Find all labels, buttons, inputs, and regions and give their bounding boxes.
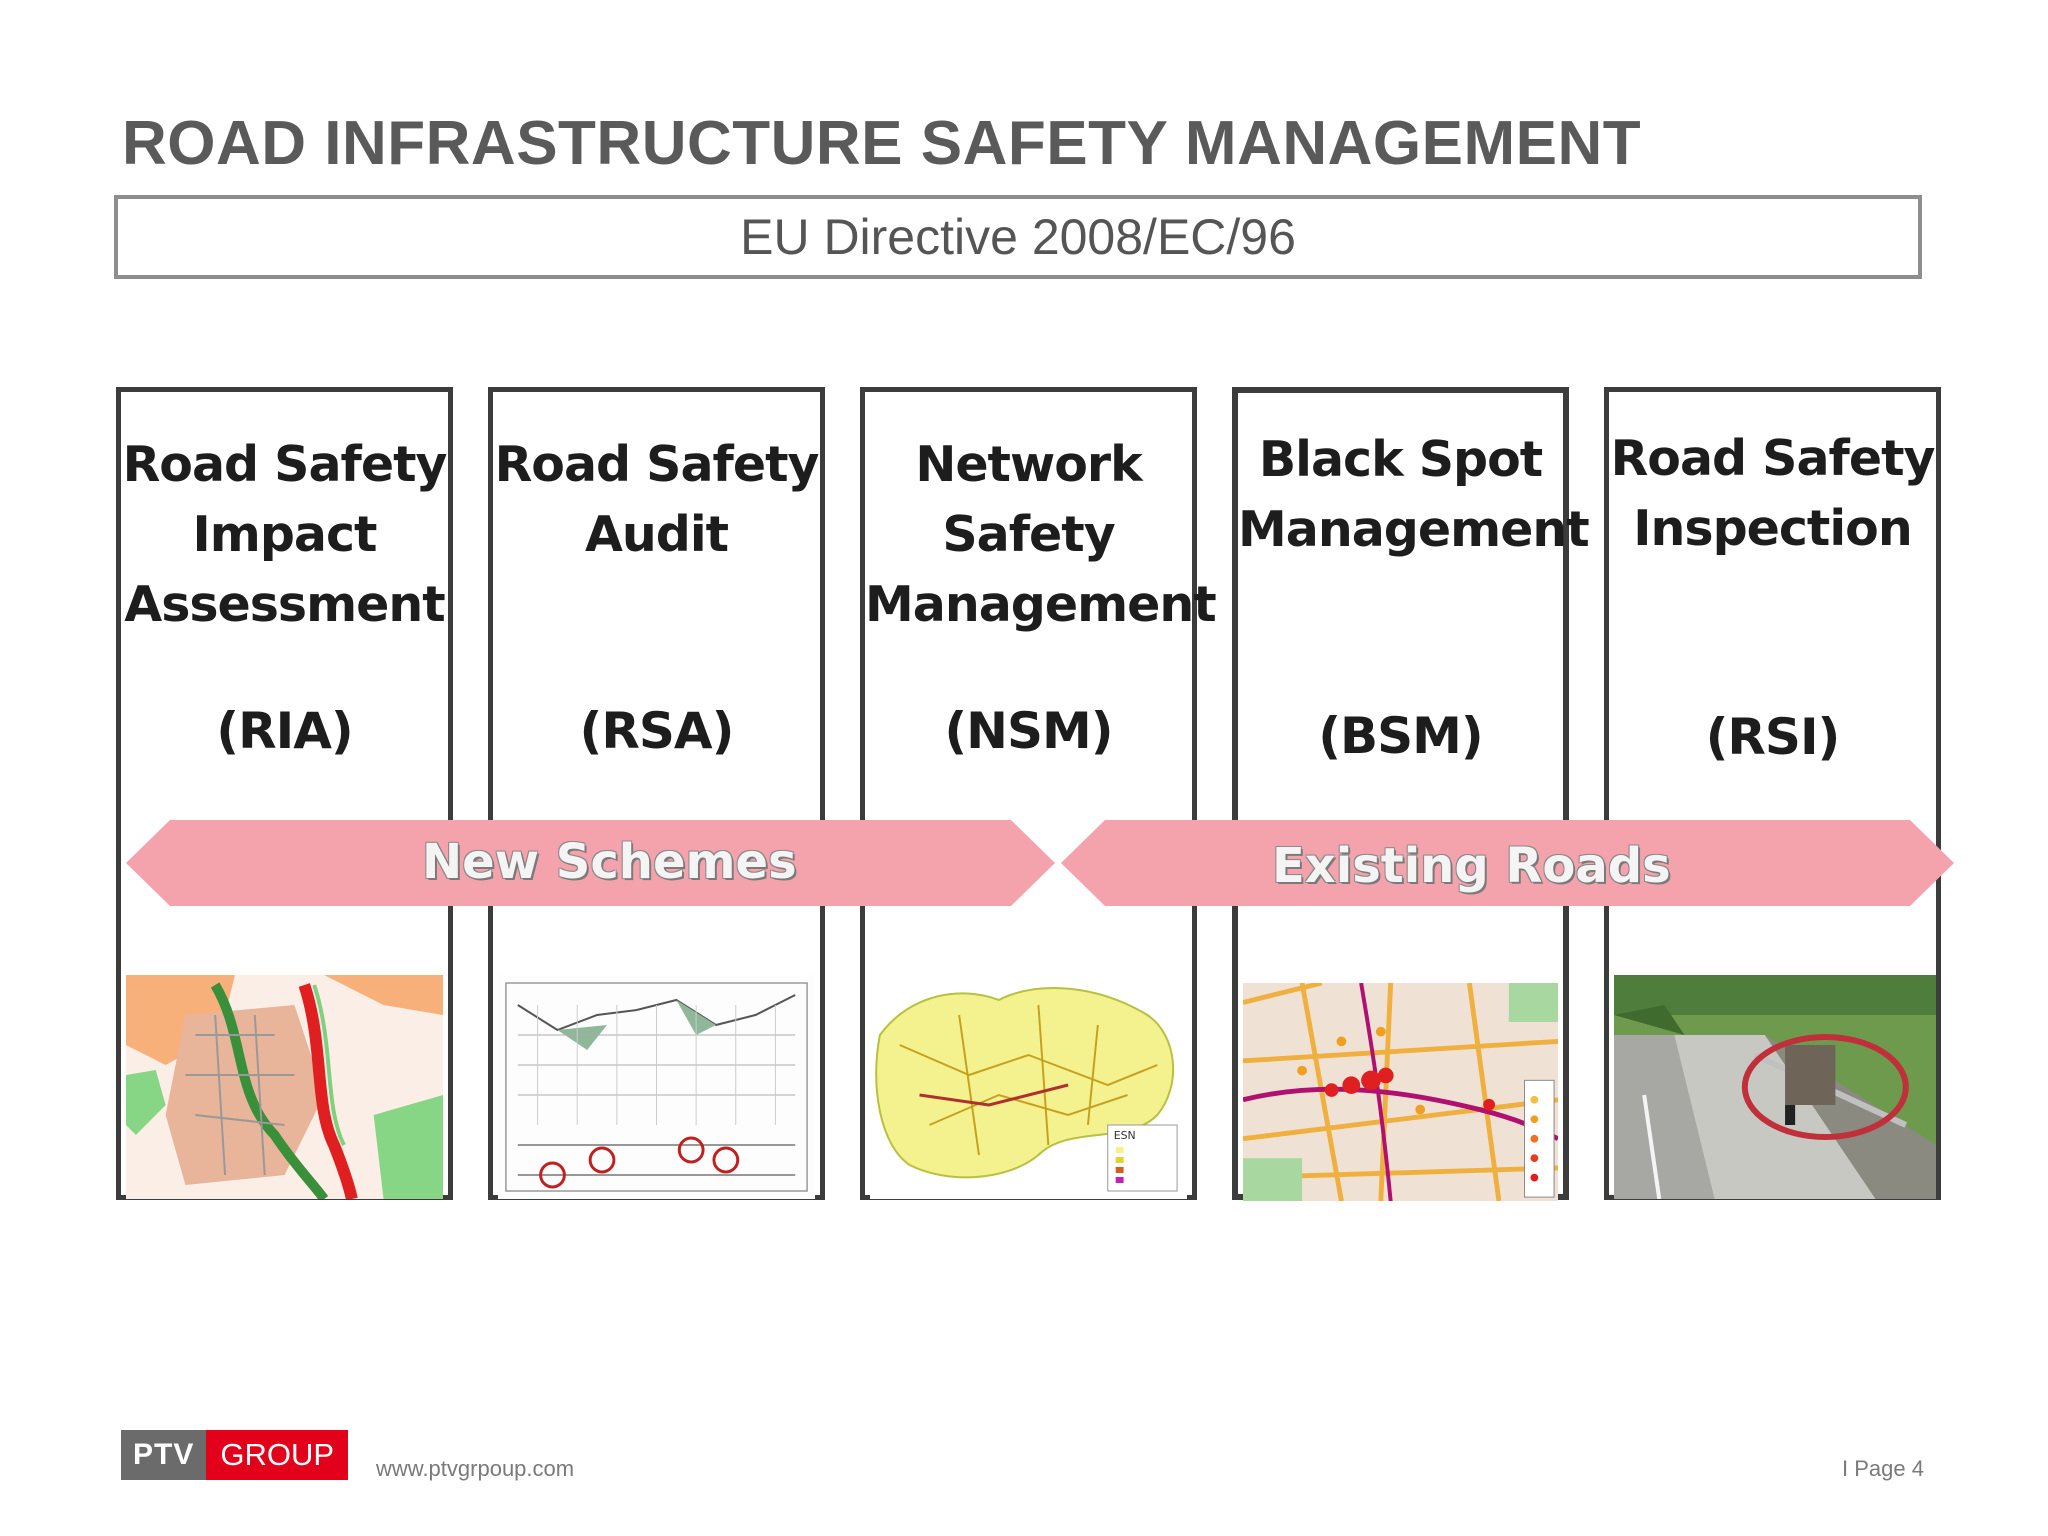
ptv-group-logo: PTV GROUP (121, 1430, 349, 1480)
column-ria: Road Safety Impact Assessment (RIA) (116, 387, 453, 1200)
nsm-network-thumbnail: ESN (870, 975, 1187, 1199)
rsi-photo-thumbnail (1614, 975, 1936, 1199)
column-abbreviation: (RSI) (1705, 708, 1841, 766)
column-bsm: Black Spot Management (BSM) (1232, 387, 1590, 1201)
existing-roads-label: Existing Roads (1272, 838, 1671, 894)
footer-url: www.ptvgrpoup.com (376, 1456, 575, 1481)
column-title: Network Safety Management (865, 436, 1217, 633)
column-abbreviation: (RSA) (579, 702, 735, 760)
column-rsi: Road Safety Inspection (RSI) (1604, 387, 1941, 1200)
column-title: Road Safety Audit (494, 436, 820, 563)
page-number: I Page 4 (1842, 1456, 1924, 1481)
column-title: Black Spot Management (1238, 431, 1590, 558)
rsa-profile-thumbnail (498, 975, 815, 1199)
column-title: Road Safety Impact Assessment (122, 436, 448, 633)
column-abbreviation: (NSM) (944, 702, 1113, 760)
logo-group-part: GROUP (206, 1430, 349, 1480)
column-abbreviation: (BSM) (1318, 707, 1484, 765)
new-schemes-label: New Schemes (422, 834, 797, 890)
page-title: ROAD INFRASTRUCTURE SAFETY MANAGEMENT (122, 109, 1642, 178)
ria-map-thumbnail (126, 975, 443, 1199)
nsm-legend-title: ESN (1114, 1129, 1136, 1142)
column-abbreviation: (RIA) (216, 702, 354, 760)
logo-ptv-part: PTV (121, 1430, 207, 1480)
column-title: Road Safety Inspection (1610, 430, 1936, 557)
bsm-blackspot-thumbnail (1243, 983, 1558, 1201)
directive-banner: EU Directive 2008/EC/96 (114, 195, 1922, 279)
column-rsa: Road Safety Audit (RSA) (488, 387, 825, 1200)
column-nsm: Network Safety Management (NSM) ESN (860, 387, 1217, 1200)
